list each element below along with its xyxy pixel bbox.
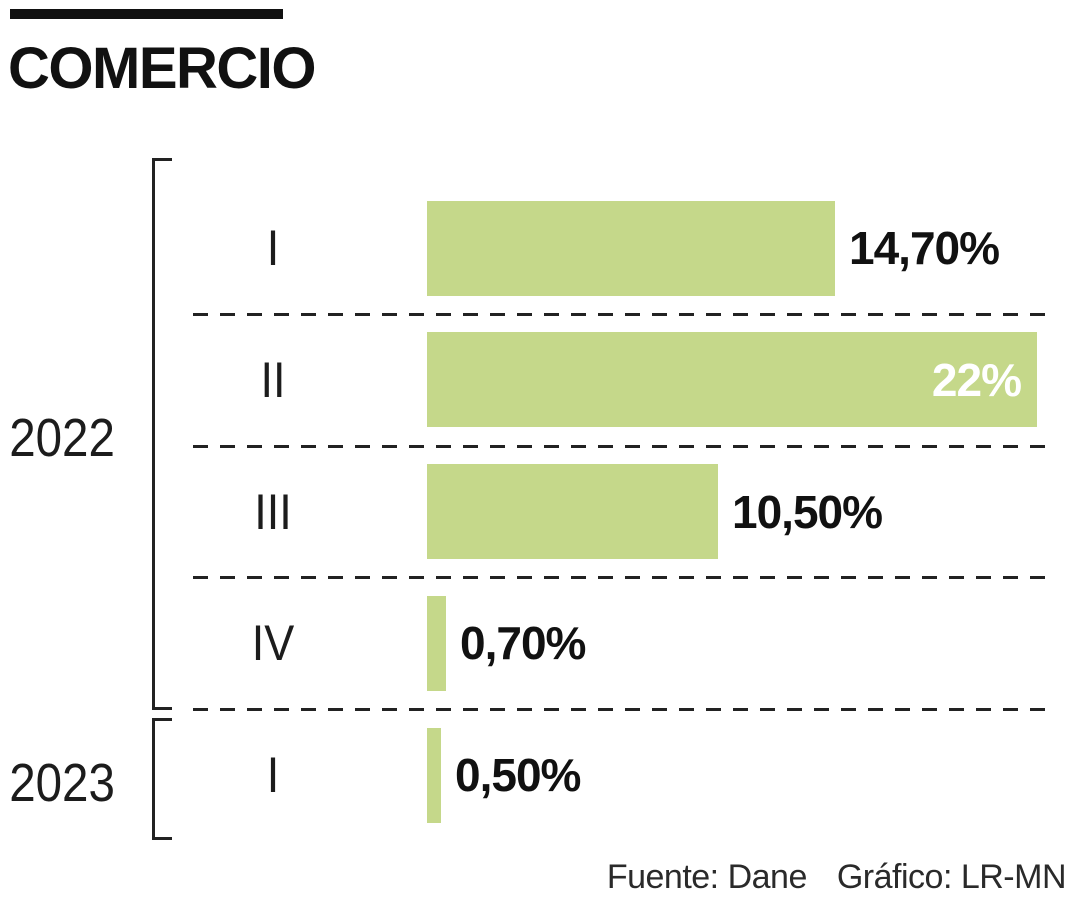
bar-2022-I: [427, 201, 835, 296]
value-label: 14,70%: [849, 222, 1000, 274]
credit-label: Gráfico: LR-MN: [836, 858, 1067, 896]
value-label: 0,50%: [455, 749, 581, 801]
dashed-separator: [193, 708, 1045, 711]
dashed-separator: [193, 445, 1045, 448]
value-label: 10,50%: [732, 486, 883, 538]
quarter-label: I: [266, 747, 280, 803]
title-rule: [10, 9, 283, 19]
bar-2022-II: 22%: [427, 332, 1037, 427]
quarter-label: III: [254, 484, 292, 540]
dashed-separator: [193, 576, 1045, 579]
page-title: COMERCIO: [8, 36, 317, 101]
year-label-2023: 2023: [9, 753, 115, 813]
quarter-label: I: [266, 220, 280, 276]
source-label: Fuente: Dane: [606, 858, 808, 896]
value-label: 0,70%: [460, 617, 586, 669]
value-label: 22%: [931, 353, 1022, 406]
bar-2022-IV: [427, 596, 446, 691]
quarter-label: IV: [251, 615, 295, 671]
dashed-separator: [193, 313, 1045, 316]
footer: Fuente: Dane Gráfico: LR-MN: [606, 858, 1067, 897]
bar-2022-III: [427, 464, 718, 559]
year-bracket-2023: [152, 718, 172, 840]
bar-2023-I: [427, 728, 441, 823]
year-bracket-2022: [152, 158, 172, 710]
quarter-label: II: [260, 352, 286, 408]
year-label-2022: 2022: [9, 408, 115, 468]
